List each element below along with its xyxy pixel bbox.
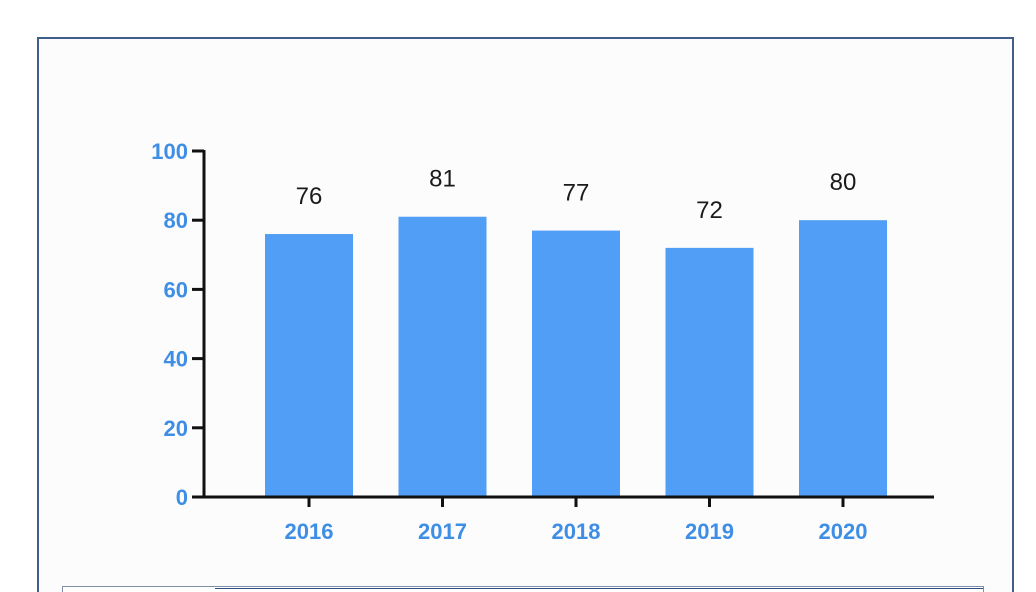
bar-2018 bbox=[532, 230, 620, 497]
data-label-2019: 72 bbox=[696, 197, 723, 224]
bar-2020 bbox=[799, 220, 887, 497]
caption-box-rule bbox=[215, 588, 983, 589]
y-tick-label-40: 40 bbox=[164, 347, 188, 372]
y-ticks-layer: 0 20 40 60 80 100 bbox=[151, 139, 204, 510]
x-tick-label-2017: 2017 bbox=[418, 519, 467, 544]
data-label-2016: 76 bbox=[296, 183, 323, 210]
data-labels-layer: 76 81 77 72 80 bbox=[296, 166, 857, 224]
bar-2016 bbox=[265, 234, 353, 498]
data-label-2017: 81 bbox=[429, 166, 456, 193]
x-tick-label-2016: 2016 bbox=[285, 519, 334, 544]
data-label-2020: 80 bbox=[830, 169, 857, 196]
bar-2017 bbox=[398, 216, 487, 498]
bars-layer bbox=[265, 216, 887, 498]
data-label-2018: 77 bbox=[563, 180, 590, 207]
x-tick-label-2018: 2018 bbox=[552, 519, 601, 544]
y-tick-label-100: 100 bbox=[151, 139, 188, 164]
y-tick-label-60: 60 bbox=[164, 277, 188, 302]
y-tick-label-0: 0 bbox=[176, 485, 188, 510]
x-ticks-layer: 2016 2017 2018 2019 2020 bbox=[285, 497, 868, 544]
x-tick-label-2020: 2020 bbox=[819, 519, 868, 544]
axes-layer bbox=[202, 150, 934, 499]
x-tick-label-2019: 2019 bbox=[685, 519, 734, 544]
caption-box bbox=[62, 586, 984, 592]
y-tick-label-20: 20 bbox=[164, 416, 188, 441]
bar-2019 bbox=[665, 247, 754, 497]
y-tick-label-80: 80 bbox=[164, 208, 188, 233]
